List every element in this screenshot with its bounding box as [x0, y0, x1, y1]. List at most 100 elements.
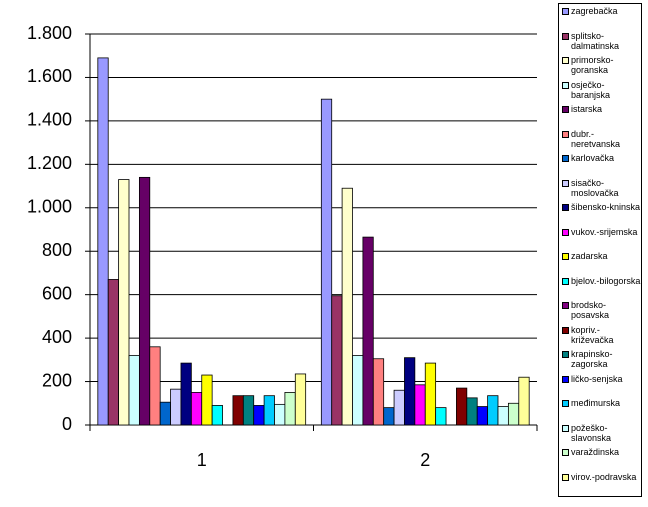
legend-entry: vukov.-srijemska	[562, 227, 641, 252]
bar	[497, 406, 509, 426]
legend-swatch	[562, 81, 569, 89]
legend-swatch	[562, 424, 569, 432]
legend-label: zagrebačka	[571, 6, 618, 16]
legend-swatch	[562, 449, 569, 456]
bar	[404, 357, 416, 426]
bar	[107, 279, 120, 426]
bar	[320, 98, 333, 426]
bar	[97, 57, 109, 426]
bar	[352, 355, 364, 426]
legend-swatch	[562, 302, 569, 309]
y-tick-label: 1.800	[27, 23, 72, 43]
legend-label: osječko-baranjska	[571, 79, 611, 100]
legend-label: sisačko-moslovačka	[571, 177, 619, 198]
legend-swatch	[562, 277, 569, 285]
y-tick-label: 1.400	[27, 110, 72, 130]
legend-entry: kopriv.-križevačka	[562, 325, 641, 350]
bar	[341, 187, 353, 426]
legend-label: međimurska	[571, 398, 621, 408]
bar	[180, 362, 192, 426]
legend-entry: šibensko-kninska	[562, 202, 641, 227]
legend-swatch	[562, 57, 569, 64]
legend-entry: krapinsko-zagorska	[562, 349, 641, 374]
legend-swatch	[562, 473, 569, 481]
legend-entry: splitsko-dalmatinska	[562, 31, 641, 56]
legend-entry: zagrebačka	[562, 6, 641, 31]
legend-label: primorsko-goranska	[571, 55, 614, 75]
y-tick-label: 1.000	[27, 197, 72, 217]
legend-label: virov.-podravska	[571, 471, 637, 482]
legend-swatch	[562, 106, 569, 113]
legend-swatch	[562, 351, 569, 358]
y-tick-label: 400	[42, 327, 72, 347]
legend-entry: karlovačka	[562, 153, 641, 178]
legend-swatch	[562, 204, 569, 211]
legend-label: bjelov.-bilogorska	[571, 275, 641, 286]
legend-label: splitsko-dalmatinska	[571, 30, 620, 51]
bar	[128, 355, 140, 426]
legend-entry: požeško-slavonska	[562, 423, 641, 448]
legend-label: varaždinska	[571, 447, 620, 457]
bar	[507, 402, 520, 426]
legend-entry: primorsko-goranska	[562, 55, 641, 80]
bar	[284, 392, 296, 426]
legend-entry: istarska	[562, 104, 641, 129]
bar	[190, 392, 203, 426]
bar	[274, 403, 286, 426]
bar	[372, 358, 385, 426]
legend-entry: sisačko-moslovačka	[562, 178, 641, 203]
bar	[435, 407, 447, 426]
legend-entry: varaždinska	[562, 447, 641, 472]
legend-entry: dubr.-neretvanska	[562, 129, 641, 154]
legend-swatch	[562, 400, 569, 407]
bar	[476, 406, 489, 426]
bar	[383, 407, 395, 426]
y-tick-label: 600	[42, 283, 72, 303]
legend-entry: zadarska	[562, 251, 641, 276]
legend-entry: bjelov.-bilogorska	[562, 276, 641, 301]
legend-label: karlovačka	[571, 153, 615, 163]
bar	[211, 405, 223, 426]
legend-swatch	[562, 179, 569, 187]
bar	[331, 295, 343, 426]
bar	[393, 389, 405, 426]
y-tick-label: 1.200	[27, 153, 72, 173]
legend-swatch	[562, 130, 569, 138]
x-tick-label: 1	[197, 450, 207, 470]
legend-swatch	[562, 228, 569, 236]
legend-swatch	[562, 375, 569, 383]
legend-label: požeško-slavonska	[571, 422, 612, 443]
bar	[138, 176, 151, 426]
bar	[253, 405, 265, 426]
bar	[159, 401, 171, 426]
legend-swatch	[562, 155, 569, 162]
bar	[466, 397, 478, 426]
legend-label: kopriv.-križevačka	[571, 324, 614, 345]
bar	[362, 236, 374, 426]
legend-entry: virov.-podravska	[562, 472, 641, 497]
legend-label: šibensko-kninska	[571, 202, 641, 212]
legend-entry: ličko-senjska	[562, 374, 641, 399]
legend-label: krapinsko-zagorska	[571, 349, 613, 369]
bar	[414, 384, 426, 426]
bar	[424, 362, 437, 426]
legend-swatch	[562, 326, 569, 334]
legend-swatch	[562, 8, 569, 15]
y-tick-label: 200	[42, 370, 72, 390]
bar	[294, 373, 307, 426]
bar	[201, 374, 213, 426]
bar	[232, 395, 244, 426]
legend-label: ličko-senjska	[571, 373, 623, 384]
y-tick-label: 800	[42, 240, 72, 260]
legend: zagrebačka splitsko-dalmatinska primorsko-…	[558, 3, 642, 497]
legend-label: brodsko-posavska	[571, 300, 610, 320]
y-tick-label: 1.600	[27, 66, 72, 86]
legend-entry: međimurska	[562, 398, 641, 423]
bar	[487, 395, 499, 426]
legend-entry: osječko-baranjska	[562, 80, 641, 105]
bar	[118, 179, 130, 426]
x-tick-label: 2	[420, 450, 430, 470]
legend-swatch	[562, 253, 569, 260]
